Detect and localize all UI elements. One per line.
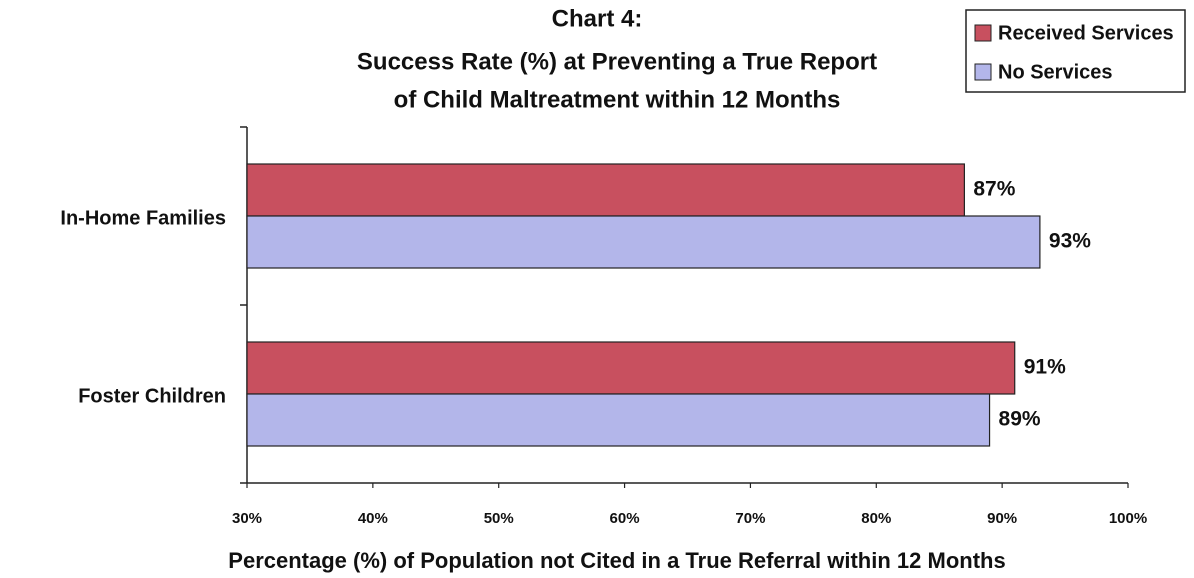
bar [246,215,1041,269]
y-tick-label: In-Home Families [60,207,226,229]
bar [246,341,1016,395]
value-label: 91% [1024,356,1066,379]
value-label: 89% [999,408,1041,431]
value-label: 93% [1049,230,1091,253]
value-label: 87% [973,178,1015,201]
x-tick-label: 50% [484,510,514,527]
legend-box [965,9,1186,93]
legend-label: No Services [998,61,1113,83]
x-axis-label: Percentage (%) of Population not Cited i… [228,548,1005,573]
x-tick-label: 30% [232,510,262,527]
bar [246,393,991,447]
x-tick-label: 70% [735,510,765,527]
legend-label: Received Services [998,22,1174,44]
legend-swatch [974,63,992,81]
x-tick-label: 40% [358,510,388,527]
x-tick-label: 60% [610,510,640,527]
chart-title: Chart 4: [552,5,643,32]
x-tick-label: 90% [987,510,1017,527]
chart-title: of Child Maltreatment within 12 Months [394,86,841,113]
chart-title: Success Rate (%) at Preventing a True Re… [357,48,877,75]
legend-swatch [974,24,992,42]
x-tick-label: 100% [1109,510,1147,527]
x-tick-label: 80% [861,510,891,527]
bar [246,163,965,217]
y-tick-label: Foster Children [78,385,226,407]
